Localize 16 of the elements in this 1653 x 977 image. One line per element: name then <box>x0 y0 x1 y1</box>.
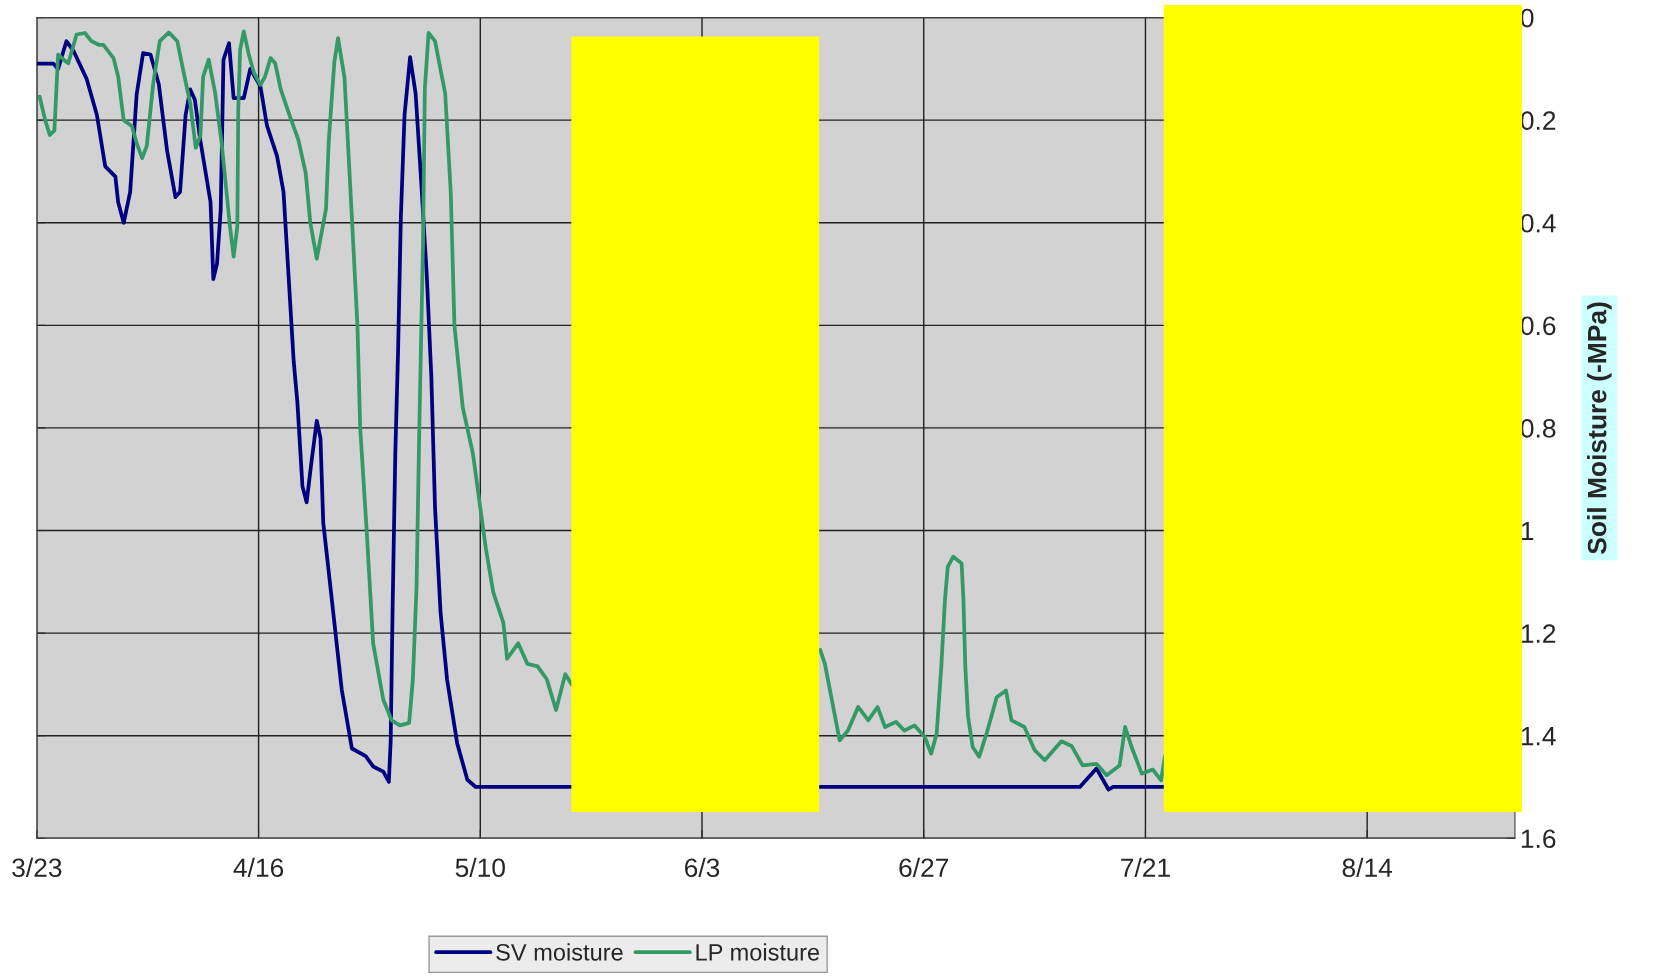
x-tick-label: 8/14 <box>1342 857 1393 878</box>
x-tick-label: 5/10 <box>455 857 505 878</box>
y-tick-label: 1.6 <box>1521 829 1556 849</box>
y-tick-label: 0.8 <box>1520 419 1556 438</box>
x-tick-label: 3/23 <box>12 857 62 878</box>
legend-label: SV moisture <box>496 943 623 961</box>
y-tick-label: 1.2 <box>1521 624 1556 643</box>
x-tick-label: 7/21 <box>1121 857 1170 878</box>
x-tick-label: 4/16 <box>233 857 284 878</box>
y-axis-title: Soil Moisture (-MPa) <box>1587 302 1612 554</box>
legend-label: LP moisture <box>696 943 820 961</box>
y-tick-label: 1.4 <box>1521 727 1556 746</box>
y-tick-label: 0.2 <box>1520 111 1556 130</box>
x-tick-label: 6/3 <box>685 857 720 878</box>
x-tick-label: 6/27 <box>899 857 949 878</box>
y-tick-label: 1 <box>1521 521 1534 541</box>
